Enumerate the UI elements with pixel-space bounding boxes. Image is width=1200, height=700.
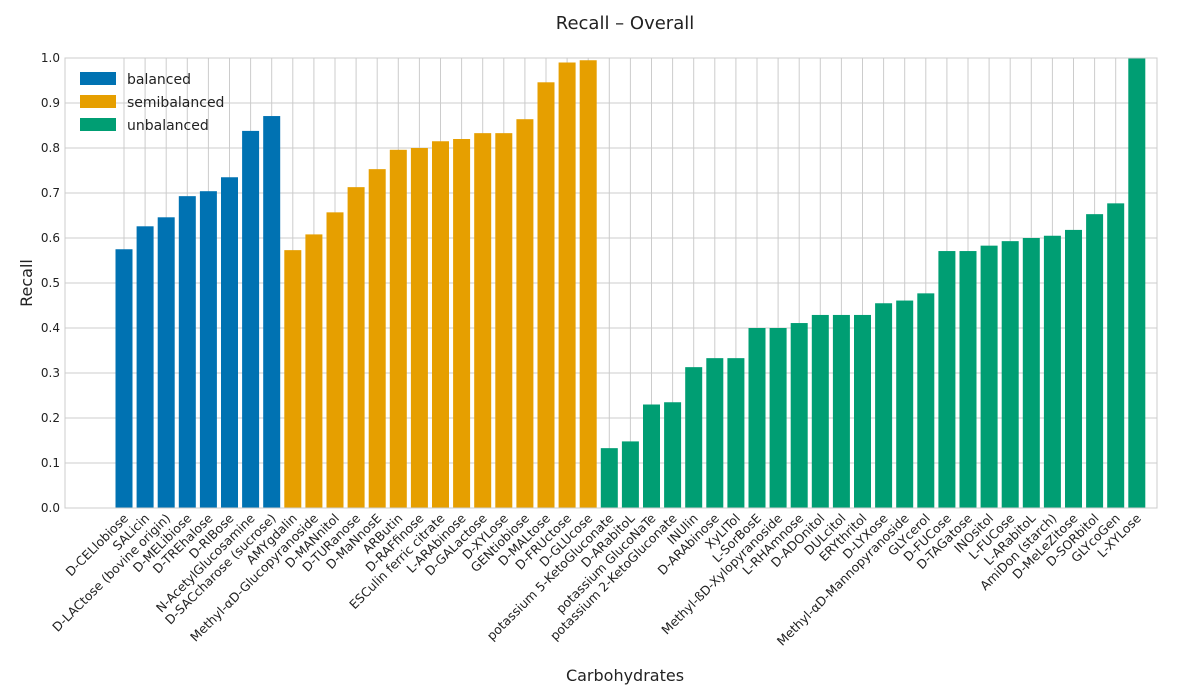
bar-unbalanced (664, 402, 682, 508)
y-tick-label: 0.3 (41, 366, 60, 380)
y-tick-label: 0.4 (41, 321, 60, 335)
y-tick-label: 1.0 (41, 51, 60, 65)
bar-unbalanced (980, 245, 998, 508)
bar-unbalanced (727, 358, 745, 508)
bar-balanced (157, 217, 175, 509)
bar-unbalanced (769, 328, 787, 508)
bar-unbalanced (643, 404, 660, 508)
bar-balanced (263, 116, 281, 509)
y-tick-label: 0.1 (41, 456, 60, 470)
bar-semibalanced (453, 139, 471, 508)
chart-title: Recall – Overall (556, 13, 694, 34)
bar-unbalanced (790, 323, 808, 508)
bar-semibalanced (305, 234, 323, 508)
bar-semibalanced (347, 187, 365, 508)
bar-unbalanced (748, 328, 766, 508)
bar-balanced (178, 196, 196, 508)
y-tick-labels: 0.0 0.1 0.2 0.3 0.4 0.5 0.6 0.7 0.8 0.9 1.0 (41, 51, 60, 515)
bar-unbalanced (832, 314, 850, 508)
y-tick-label: 0.7 (41, 186, 60, 200)
bar-semibalanced (474, 133, 492, 508)
bar-semibalanced (284, 250, 302, 508)
bar-unbalanced (938, 251, 956, 509)
bar-unbalanced (1086, 214, 1104, 508)
bar-unbalanced (1001, 241, 1019, 508)
y-tick-label: 0.5 (41, 276, 60, 290)
bar-balanced (199, 191, 217, 508)
bar-semibalanced (537, 82, 555, 509)
legend-label-semibalanced: semibalanced (127, 95, 224, 111)
legend-swatch-semibalanced (80, 95, 116, 108)
bar-semibalanced (389, 149, 407, 509)
legend-swatch-balanced (80, 72, 116, 85)
bar-semibalanced (368, 169, 386, 508)
y-tick-label: 0.6 (41, 231, 60, 245)
bar-unbalanced (917, 293, 935, 508)
legend-label-balanced: balanced (127, 72, 191, 88)
bar-semibalanced (495, 133, 513, 508)
y-tick-label: 0.9 (41, 96, 60, 110)
bar-unbalanced (685, 367, 703, 508)
bar-unbalanced (600, 448, 618, 508)
bar-unbalanced (706, 358, 724, 508)
bar-unbalanced (896, 300, 914, 508)
bar-balanced (136, 226, 154, 509)
bar-unbalanced (1022, 238, 1040, 508)
x-axis-title: Carbohydrates (566, 666, 684, 685)
bar-unbalanced (1065, 229, 1082, 508)
bar-balanced (242, 130, 260, 508)
bar-unbalanced (854, 314, 871, 508)
bar-unbalanced (621, 441, 639, 508)
bar-semibalanced (579, 60, 597, 508)
y-axis-title: Recall (17, 259, 36, 307)
bar-semibalanced (410, 148, 428, 508)
bar-semibalanced (432, 141, 449, 508)
y-tick-label: 0.8 (41, 141, 60, 155)
bar-semibalanced (516, 119, 534, 508)
bar-unbalanced (959, 251, 977, 509)
y-tick-label: 0.2 (41, 411, 60, 425)
plot-frame (64, 57, 1158, 509)
bar-unbalanced (1043, 235, 1061, 508)
y-tick-label: 0.0 (41, 501, 60, 515)
bar-balanced (115, 249, 133, 508)
legend: balanced semibalanced unbalanced (80, 72, 224, 134)
bar-balanced (221, 177, 238, 508)
bar-unbalanced (875, 303, 893, 508)
bars (115, 58, 1146, 509)
bar-semibalanced (558, 62, 576, 508)
bar-unbalanced (1128, 58, 1146, 508)
bar-unbalanced (811, 314, 829, 508)
bar-semibalanced (326, 212, 344, 508)
bar-unbalanced (1107, 203, 1125, 508)
legend-label-unbalanced: unbalanced (127, 118, 209, 134)
legend-swatch-unbalanced (80, 118, 116, 131)
